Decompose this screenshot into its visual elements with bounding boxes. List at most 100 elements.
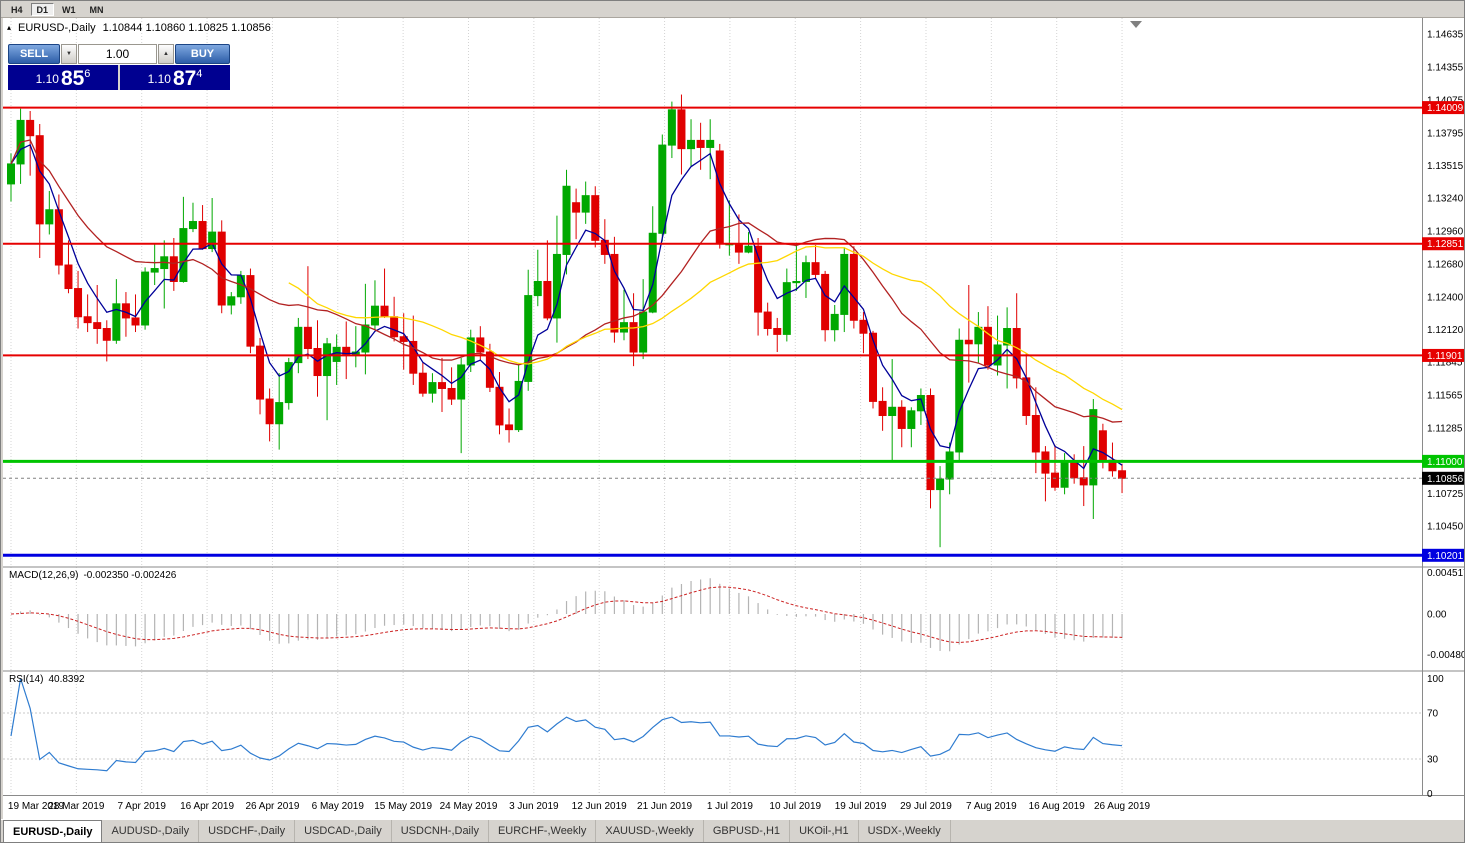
sell-price-pip: 6	[84, 68, 91, 80]
candle	[524, 269, 533, 391]
x-axis-label: 12 Jun 2019	[572, 801, 627, 812]
candle	[370, 280, 379, 330]
candle	[1041, 446, 1050, 502]
volume-decrease-button[interactable]: ▼	[61, 44, 77, 64]
chart-tab-eurusd-daily[interactable]: EURUSD-,Daily	[3, 820, 103, 842]
chart-tab-gbpusd-h1[interactable]: GBPUSD-,H1	[704, 820, 791, 842]
candle	[150, 243, 159, 286]
candle	[533, 249, 542, 307]
timeframe-button-mn[interactable]: MN	[89, 4, 104, 15]
buy-price-big: 87	[172, 67, 197, 90]
y-axis-label: 1.10725	[1427, 489, 1464, 500]
macd-values-text: -0.002350 -0.002426	[83, 570, 177, 581]
rsi-label-text: RSI(14)	[9, 674, 44, 685]
x-axis-label: 26 Aug 2019	[1094, 801, 1151, 812]
candle	[629, 293, 638, 367]
macd-histogram	[19, 578, 1123, 652]
candle	[821, 270, 830, 342]
candle	[35, 123, 44, 258]
candle	[552, 215, 561, 343]
rsi-scale-label: 30	[1427, 755, 1439, 766]
candle	[926, 388, 935, 509]
level-price-label: 1.14009	[1422, 101, 1464, 115]
candle	[840, 247, 849, 333]
x-axis-label: 10 Jul 2019	[769, 801, 821, 812]
x-axis-label: 19 Mar 2019	[8, 801, 65, 812]
timeframe-toolbar: H4 D1 W1 MN	[1, 1, 1464, 18]
timeframe-button-d1[interactable]: D1	[30, 2, 55, 16]
sell-price-prefix: 1.10	[35, 72, 59, 86]
candle	[1118, 463, 1127, 494]
chart-tab-ukoil-h1[interactable]: UKOil-,H1	[790, 820, 859, 842]
candle	[619, 289, 628, 341]
rsi-scale-label: 70	[1427, 709, 1439, 720]
candle	[294, 317, 303, 374]
x-axis-label: 7 Aug 2019	[966, 801, 1017, 812]
candle	[888, 359, 897, 461]
candle	[112, 279, 121, 344]
volume-increase-button[interactable]: ▲	[158, 44, 174, 64]
chart-tabs-bar: EURUSD-,Daily AUDUSD-,Daily USDCHF-,Daily U…	[1, 819, 1464, 842]
price-scale[interactable]: 1.14635 1.14355 1.14075 1.13795 1.13515 1.132…	[1422, 30, 1464, 562]
candle	[74, 270, 83, 329]
candle	[562, 169, 571, 275]
candle	[275, 373, 284, 450]
volume-input[interactable]	[78, 44, 157, 64]
candle	[160, 240, 169, 309]
candle	[677, 94, 686, 175]
candle	[696, 122, 705, 170]
candle	[763, 302, 772, 336]
candle	[447, 367, 456, 405]
y-axis-label: 1.12680	[1427, 259, 1464, 270]
candle	[409, 315, 418, 385]
chart-tab-usdx-weekly[interactable]: USDX-,Weekly	[859, 820, 951, 842]
buy-button[interactable]: BUY	[175, 44, 230, 64]
chart-tab-usdcad-daily[interactable]: USDCAD-,Daily	[295, 820, 392, 842]
level-price-text: 1.11000	[1427, 457, 1463, 468]
candle	[773, 317, 782, 353]
price-chart[interactable]: 1.14635 1.14355 1.14075 1.13795 1.13515 1.132…	[3, 18, 1464, 821]
level-price-text: 1.10201	[1427, 551, 1464, 562]
symbol-title: EURUSD-,Daily	[18, 22, 96, 34]
candle	[916, 388, 925, 425]
candle	[179, 196, 188, 283]
candle	[418, 362, 427, 397]
sell-button[interactable]: SELL	[8, 44, 60, 64]
macd-scale-label: 0.004517	[1427, 568, 1464, 579]
candle	[754, 237, 763, 336]
x-axis-label: 1 Jul 2019	[707, 801, 754, 812]
candle	[955, 328, 964, 461]
collapse-arrow-icon[interactable]: ▴	[7, 23, 12, 32]
chart-tab-usdchf-daily[interactable]: USDCHF-,Daily	[199, 820, 296, 842]
x-axis-label: 7 Apr 2019	[118, 801, 167, 812]
rsi-level-lines	[3, 712, 1422, 760]
candle	[543, 240, 552, 321]
chart-area[interactable]: 1.14635 1.14355 1.14075 1.13795 1.13515 1.132…	[3, 18, 1464, 821]
candle	[428, 373, 437, 403]
sell-price-display[interactable]: 1.10 85 6	[8, 65, 118, 90]
macd-label-text: MACD(12,26,9)	[9, 570, 79, 581]
candle	[131, 294, 140, 333]
x-axis-label: 29 Jul 2019	[900, 801, 952, 812]
timeframe-button-h4[interactable]: H4	[11, 4, 23, 15]
chart-tab-audusd-daily[interactable]: AUDUSD-,Daily	[102, 820, 200, 842]
timeframe-button-w1[interactable]: W1	[62, 4, 76, 15]
y-axis-label: 1.12120	[1427, 325, 1464, 336]
buy-price-display[interactable]: 1.10 87 4	[120, 65, 230, 90]
candle	[265, 388, 274, 442]
candle	[744, 232, 753, 254]
candle	[1060, 453, 1069, 495]
candle	[505, 408, 514, 443]
level-price-text: 1.12851	[1427, 239, 1464, 250]
candle	[639, 279, 648, 360]
macd-scale-label: 0.00	[1427, 610, 1447, 621]
y-axis-label: 1.11845	[1427, 358, 1463, 369]
chart-tab-xauusd-weekly[interactable]: XAUUSD-,Weekly	[596, 820, 704, 842]
one-click-trading-panel: SELL ▼ ▲ BUY 1.10 85 6 1.10	[8, 44, 230, 90]
macd-signal-line	[10, 586, 1123, 643]
chart-tab-eurchf-weekly[interactable]: EURCHF-,Weekly	[489, 820, 597, 842]
chart-tab-usdcnh-daily[interactable]: USDCNH-,Daily	[392, 820, 489, 842]
candle	[351, 326, 360, 368]
candle	[83, 294, 92, 333]
candle	[323, 337, 332, 421]
